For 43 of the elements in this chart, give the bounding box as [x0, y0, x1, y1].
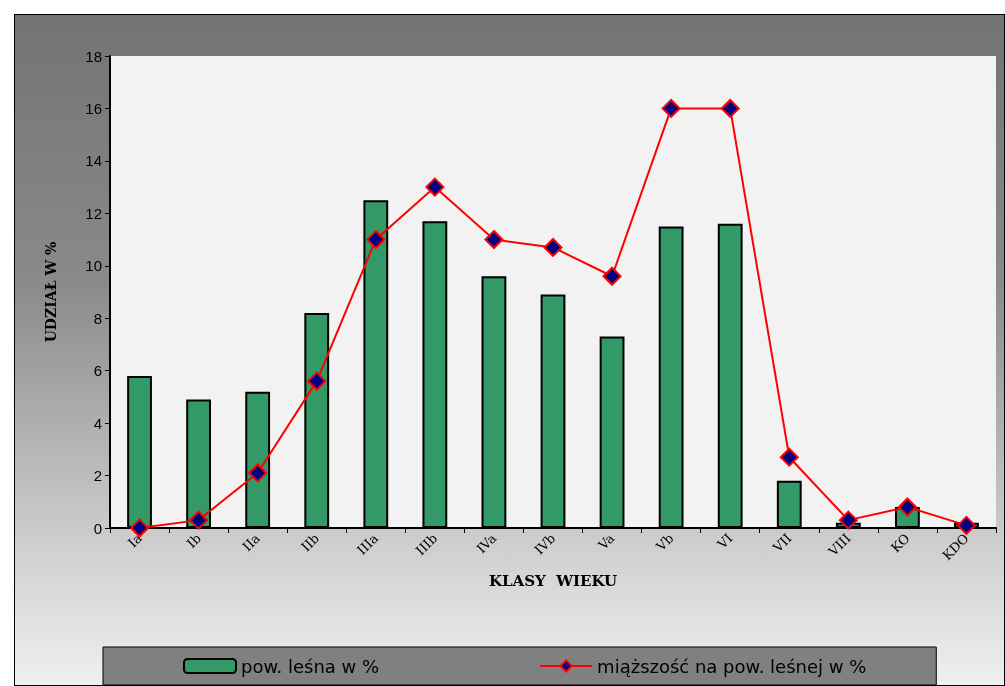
- x-tick-label: IIIb: [412, 530, 441, 559]
- y-tick-label: 16: [85, 99, 102, 117]
- legend-label: miąższość na pow. leśnej w %: [597, 655, 867, 677]
- x-tick-label: Vb: [652, 530, 677, 555]
- point: [602, 266, 622, 286]
- point: [189, 510, 209, 530]
- x-tick-label: VII: [769, 530, 795, 556]
- point: [720, 98, 740, 118]
- point: [366, 230, 386, 250]
- x-tick-label: Va: [594, 530, 618, 554]
- y-tick-label: 18: [85, 47, 102, 65]
- x-tick-label: IVa: [473, 530, 500, 557]
- x-tick-label: VI: [713, 530, 736, 553]
- x-tick-label: IIIa: [354, 530, 382, 558]
- point: [543, 237, 563, 257]
- y-tick-label: 10: [85, 257, 102, 275]
- x-tick-label: Ia: [125, 530, 146, 551]
- point: [248, 463, 268, 483]
- x-tick-label: IIa: [239, 530, 264, 555]
- y-tick-label: 0: [93, 519, 102, 537]
- x-tick-label: IVb: [531, 530, 559, 558]
- x-axis-title: KLASY WIEKU: [488, 571, 618, 590]
- y-tick-label: 4: [93, 414, 102, 432]
- x-tick-label: VIII: [824, 530, 854, 560]
- point: [779, 447, 799, 467]
- y-tick-label: 8: [93, 309, 102, 327]
- y-axis-title: UDZIAŁ W %: [43, 241, 59, 343]
- legend-label: pow. leśna w %: [241, 655, 380, 677]
- x-tick-label: IIb: [298, 530, 323, 555]
- y-tick-label: 12: [85, 204, 102, 222]
- point: [484, 230, 504, 250]
- point: [130, 518, 150, 538]
- x-tick-label: KO: [887, 530, 913, 556]
- point: [425, 177, 445, 197]
- y-tick-label: 2: [93, 467, 102, 485]
- point: [838, 510, 858, 530]
- x-tick-label: Ib: [183, 530, 204, 551]
- point: [661, 98, 681, 118]
- point: [956, 515, 976, 535]
- point: [307, 371, 327, 391]
- y-tick-label: 14: [85, 152, 102, 170]
- point: [897, 497, 917, 517]
- y-tick-label: 6: [93, 362, 102, 380]
